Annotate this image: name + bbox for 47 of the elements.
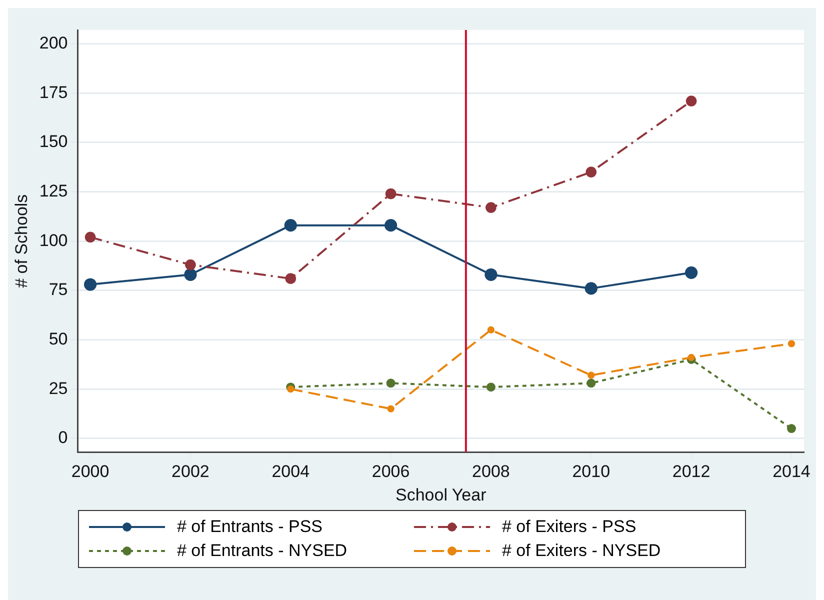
point: [284, 219, 297, 232]
x-tick-label: 2000: [71, 462, 110, 482]
point: [287, 385, 294, 393]
legend-label: # of Exiters - NYSED: [502, 541, 661, 561]
y-tick-label: 25: [48, 378, 68, 398]
point: [84, 278, 97, 291]
x-tick-label: 2006: [372, 462, 410, 482]
y-tick-label: 0: [58, 428, 68, 448]
point: [788, 340, 796, 348]
point: [387, 405, 394, 412]
point: [385, 188, 396, 200]
y-tick-label: 175: [39, 82, 68, 102]
point: [84, 232, 96, 243]
point: [486, 382, 496, 392]
point: [384, 219, 398, 232]
point: [285, 273, 296, 284]
point: [386, 378, 396, 388]
y-tick-label: 100: [39, 230, 68, 250]
point: [686, 96, 697, 106]
point: [486, 202, 496, 213]
legend-label: # of Entrants - NYSED: [177, 541, 348, 561]
point: [584, 282, 598, 295]
y-tick-label: 50: [48, 329, 68, 348]
point: [586, 378, 596, 388]
point: [184, 268, 197, 281]
y-tick-label: 150: [39, 132, 68, 152]
y-tick-label: 200: [39, 34, 68, 52]
point: [786, 424, 796, 434]
y-tick-label: 125: [39, 181, 68, 200]
x-tick-label: 2002: [172, 462, 210, 482]
x-tick-label: 2014: [772, 462, 810, 482]
point: [688, 354, 695, 362]
point: [487, 326, 495, 334]
point: [586, 166, 597, 178]
x-tick-label: 2012: [672, 462, 710, 482]
point: [185, 259, 196, 270]
x-tick-label: 2004: [272, 462, 310, 482]
legend-label: # of Exiters - PSS: [502, 517, 636, 537]
x-tick-label: 2010: [572, 462, 610, 482]
point: [484, 268, 498, 281]
point: [685, 266, 698, 279]
legend-label: # of Entrants - PSS: [177, 517, 323, 537]
point: [588, 372, 595, 379]
x-axis-title: School Year: [396, 485, 487, 504]
y-tick-label: 75: [48, 280, 68, 300]
y-axis-title: # of Schools: [12, 194, 31, 288]
x-tick-label: 2008: [472, 462, 510, 482]
